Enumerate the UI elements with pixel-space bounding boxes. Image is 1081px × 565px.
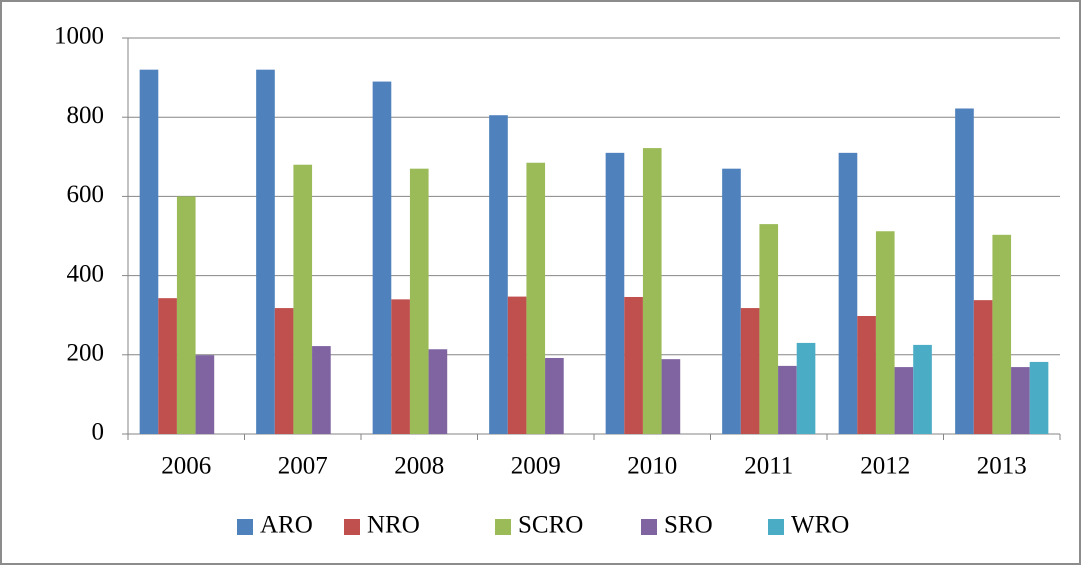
bar: [1011, 367, 1030, 434]
legend-swatch: [237, 519, 253, 535]
bar: [312, 346, 331, 434]
legend-swatch: [344, 519, 360, 535]
bar: [176, 196, 196, 434]
legend-swatch: [495, 519, 511, 535]
x-tick-label: 2010: [627, 453, 677, 480]
bar: [256, 69, 275, 435]
bar: [409, 168, 429, 434]
bar: [973, 300, 993, 434]
bar: [857, 315, 876, 434]
x-tick-label: 2013: [977, 453, 1027, 480]
bar: [661, 359, 681, 434]
x-tick-label: 2006: [161, 453, 211, 480]
bar: [391, 299, 410, 434]
bar: [1029, 361, 1049, 434]
bar: [507, 296, 527, 434]
bar: [778, 365, 797, 434]
y-tick-label: 200: [67, 340, 105, 367]
bar: [913, 344, 932, 434]
bar: [526, 162, 546, 435]
bar: [195, 355, 215, 434]
legend-swatch: [641, 519, 657, 535]
bar: [894, 367, 914, 434]
x-tick-label: 2012: [860, 453, 910, 480]
bar: [740, 308, 760, 434]
bar: [293, 164, 313, 434]
y-tick-label: 1000: [54, 23, 104, 50]
bar: [428, 349, 448, 434]
bar: [605, 152, 625, 434]
bar: [642, 148, 662, 434]
legend-label: ARO: [260, 512, 313, 539]
legend-label: SCRO: [518, 512, 583, 539]
bar: [274, 308, 294, 434]
x-tick-label: 2008: [394, 453, 444, 480]
bar: [489, 115, 508, 434]
y-tick-label: 400: [67, 260, 105, 287]
legend-label: NRO: [367, 512, 420, 539]
x-tick-label: 2009: [511, 453, 561, 480]
bar: [624, 296, 643, 434]
y-tick-label: 600: [67, 181, 105, 208]
legend-label: WRO: [791, 512, 849, 539]
legend-swatch: [768, 519, 784, 535]
bar: [759, 224, 779, 434]
bar: [838, 152, 858, 434]
bar: [545, 357, 564, 434]
y-tick-label: 800: [67, 102, 105, 129]
bar: [372, 81, 392, 434]
bar: [992, 234, 1012, 434]
legend-label: SRO: [664, 512, 713, 539]
bar: [875, 231, 895, 434]
x-tick-label: 2011: [744, 453, 793, 480]
x-tick-label: 2007: [278, 453, 328, 480]
bar: [955, 108, 974, 434]
y-tick-label: 0: [92, 419, 105, 446]
bar: [139, 69, 159, 435]
bar: [796, 342, 816, 434]
bar: [722, 168, 741, 434]
bar: [158, 298, 177, 434]
